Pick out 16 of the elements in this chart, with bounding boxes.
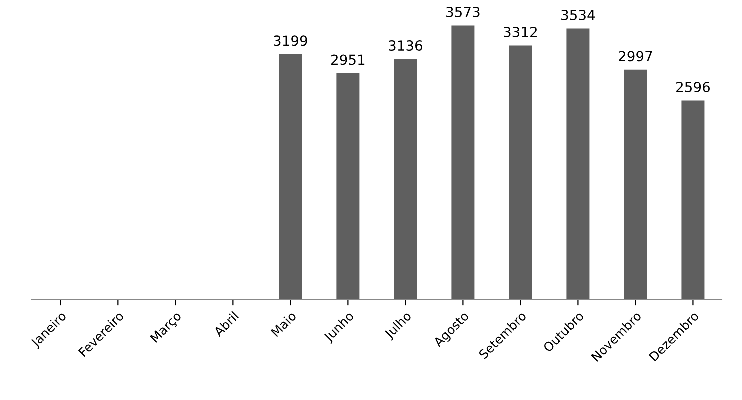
bar (509, 46, 532, 300)
bar (682, 100, 705, 300)
data-label: 3312 (504, 27, 537, 38)
bar (452, 26, 475, 300)
bar (279, 54, 302, 300)
bar (336, 73, 360, 300)
data-label: 3573 (446, 6, 480, 18)
data-label: 2596 (676, 82, 710, 92)
data-label: 3534 (562, 10, 596, 20)
bar (394, 59, 418, 300)
bar (566, 28, 590, 300)
data-label: 3136 (389, 40, 422, 52)
bar (624, 70, 648, 300)
data-label: 2951 (332, 54, 365, 66)
data-label: 3199 (274, 36, 308, 46)
data-label: 2997 (619, 51, 652, 62)
